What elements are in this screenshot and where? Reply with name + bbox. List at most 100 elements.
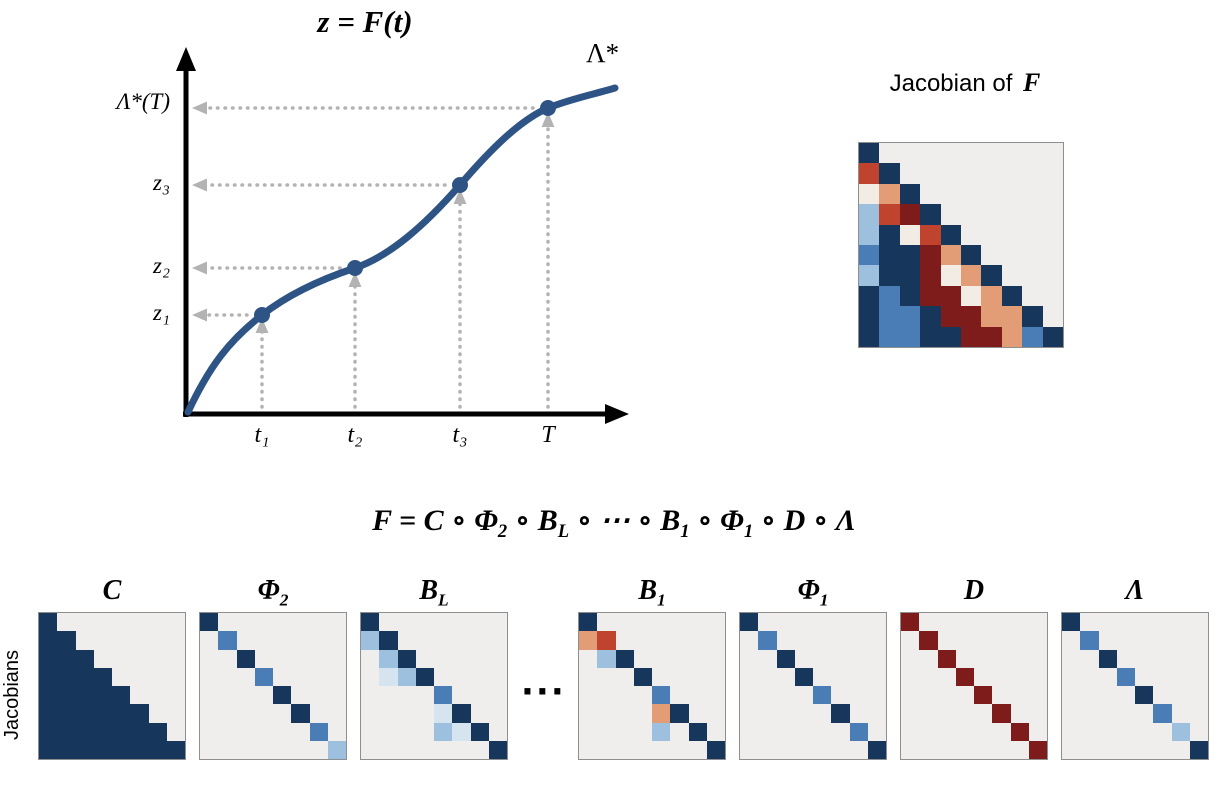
matrix-cell xyxy=(1099,686,1117,704)
matrix-cell xyxy=(831,741,849,759)
matrix-cell xyxy=(1190,723,1208,741)
matrix-cell xyxy=(634,723,652,741)
matrix-cell xyxy=(112,722,131,741)
matrix-cell xyxy=(960,326,982,347)
matrix-cell xyxy=(831,650,849,668)
matrix-cell xyxy=(1117,650,1135,668)
matrix-cell xyxy=(1022,245,1042,265)
matrix-cell xyxy=(670,631,688,649)
matrix-cell xyxy=(919,631,938,650)
matrix-cell xyxy=(39,613,58,632)
matrix-cell xyxy=(919,723,937,741)
matrix-cell xyxy=(1029,631,1047,649)
matrix-cell xyxy=(1080,704,1098,722)
matrix-cell xyxy=(237,686,255,704)
matrix-cell xyxy=(398,631,416,649)
matrix-cell xyxy=(328,723,346,741)
matrix-cell xyxy=(1042,326,1063,347)
matrix-cell xyxy=(689,650,707,668)
matrix-cell xyxy=(149,668,167,686)
matrix-cell xyxy=(452,722,471,741)
jacobians-row: C Φ2 BL ··· B1 Φ1 D Λ xyxy=(38,572,1209,760)
matrix-cell xyxy=(361,631,380,650)
matrix-cell xyxy=(489,631,507,649)
matrix-cell xyxy=(361,723,379,741)
matrix-cell xyxy=(974,704,992,722)
matrix-cell xyxy=(255,741,273,759)
matrix-cell xyxy=(992,631,1010,649)
matrix-cell xyxy=(200,723,218,741)
matrix-cell xyxy=(831,613,849,631)
matrix-cell xyxy=(1001,326,1023,347)
matrix-cell xyxy=(112,704,131,723)
jacobian-factor-Φ2: Φ2 xyxy=(199,572,347,760)
matrix-cell xyxy=(1153,668,1171,686)
matrix-cell xyxy=(879,306,900,327)
matrix-cell xyxy=(273,613,291,631)
matrix-cell xyxy=(597,686,615,704)
matrix-cell xyxy=(940,306,961,327)
matrix-cell xyxy=(57,649,76,668)
matrix-cell xyxy=(75,722,94,741)
matrix-cell xyxy=(112,613,130,631)
matrix-cell xyxy=(867,740,886,759)
jacobian-factor-Λ: Λ xyxy=(1061,572,1209,760)
matrix-cell xyxy=(777,631,795,649)
matrix-cell xyxy=(416,650,434,668)
matrix-cell xyxy=(940,265,961,286)
matrix-cell xyxy=(1062,668,1080,686)
matrix-cell xyxy=(291,650,309,668)
equation-dots: ⋯ xyxy=(599,504,630,537)
matrix-cell xyxy=(489,686,507,704)
matrix-cell xyxy=(938,668,956,686)
matrix-cell xyxy=(273,668,291,686)
matrix-cell xyxy=(688,722,707,741)
matrix-cell xyxy=(616,613,634,631)
matrix-cell xyxy=(57,667,76,686)
jacobian-factor-B1: B1 xyxy=(578,572,726,760)
matrix-cell xyxy=(416,613,434,631)
matrix-cell xyxy=(166,740,185,759)
equation-term: Λ xyxy=(835,504,856,537)
matrix-cell xyxy=(218,741,236,759)
matrix-cell xyxy=(634,650,652,668)
matrix-cell xyxy=(1135,704,1153,722)
y-axis-label-lambda-T: Λ*(T) xyxy=(116,89,170,114)
matrix-cell xyxy=(961,204,981,224)
matrix-cell xyxy=(434,722,453,741)
factor-label: D xyxy=(963,575,985,606)
matrix-cell xyxy=(670,613,688,631)
matrix-cell xyxy=(740,741,758,759)
x-axis-label-t3: t₃ xyxy=(452,422,468,448)
matrix-cell xyxy=(1043,306,1063,326)
matrix-cell xyxy=(1011,704,1029,722)
matrix-cell xyxy=(795,686,813,704)
matrix-cell xyxy=(1002,225,1022,245)
matrix-cell xyxy=(740,686,758,704)
matrix-cell xyxy=(1011,650,1029,668)
matrix-cell xyxy=(1172,650,1190,668)
matrix-cell xyxy=(273,741,291,759)
matrix-cell xyxy=(879,163,900,184)
matrix-cell xyxy=(670,741,688,759)
matrix-cell xyxy=(634,741,652,759)
matrix-cell xyxy=(960,285,982,307)
matrix-cell xyxy=(597,631,616,650)
matrix-cell xyxy=(1099,631,1117,649)
jacobian-factor-D: D xyxy=(900,572,1048,760)
matrix-cell xyxy=(974,650,992,668)
matrix-cell xyxy=(850,650,868,668)
matrix-cell xyxy=(1002,163,1022,183)
matrix-cell xyxy=(795,741,813,759)
matrix-cell xyxy=(94,650,112,668)
matrix-cell xyxy=(434,613,452,631)
matrix-cell xyxy=(57,740,76,759)
matrix-cell xyxy=(1099,704,1117,722)
matrix-cell xyxy=(981,306,1002,327)
matrix-cell xyxy=(901,741,919,759)
matrix-cell xyxy=(310,668,328,686)
matrix-cell xyxy=(899,306,921,327)
y-axis-label-z1: z₁ xyxy=(153,300,170,325)
matrix-cell xyxy=(379,613,397,631)
matrix-cell xyxy=(112,668,130,686)
